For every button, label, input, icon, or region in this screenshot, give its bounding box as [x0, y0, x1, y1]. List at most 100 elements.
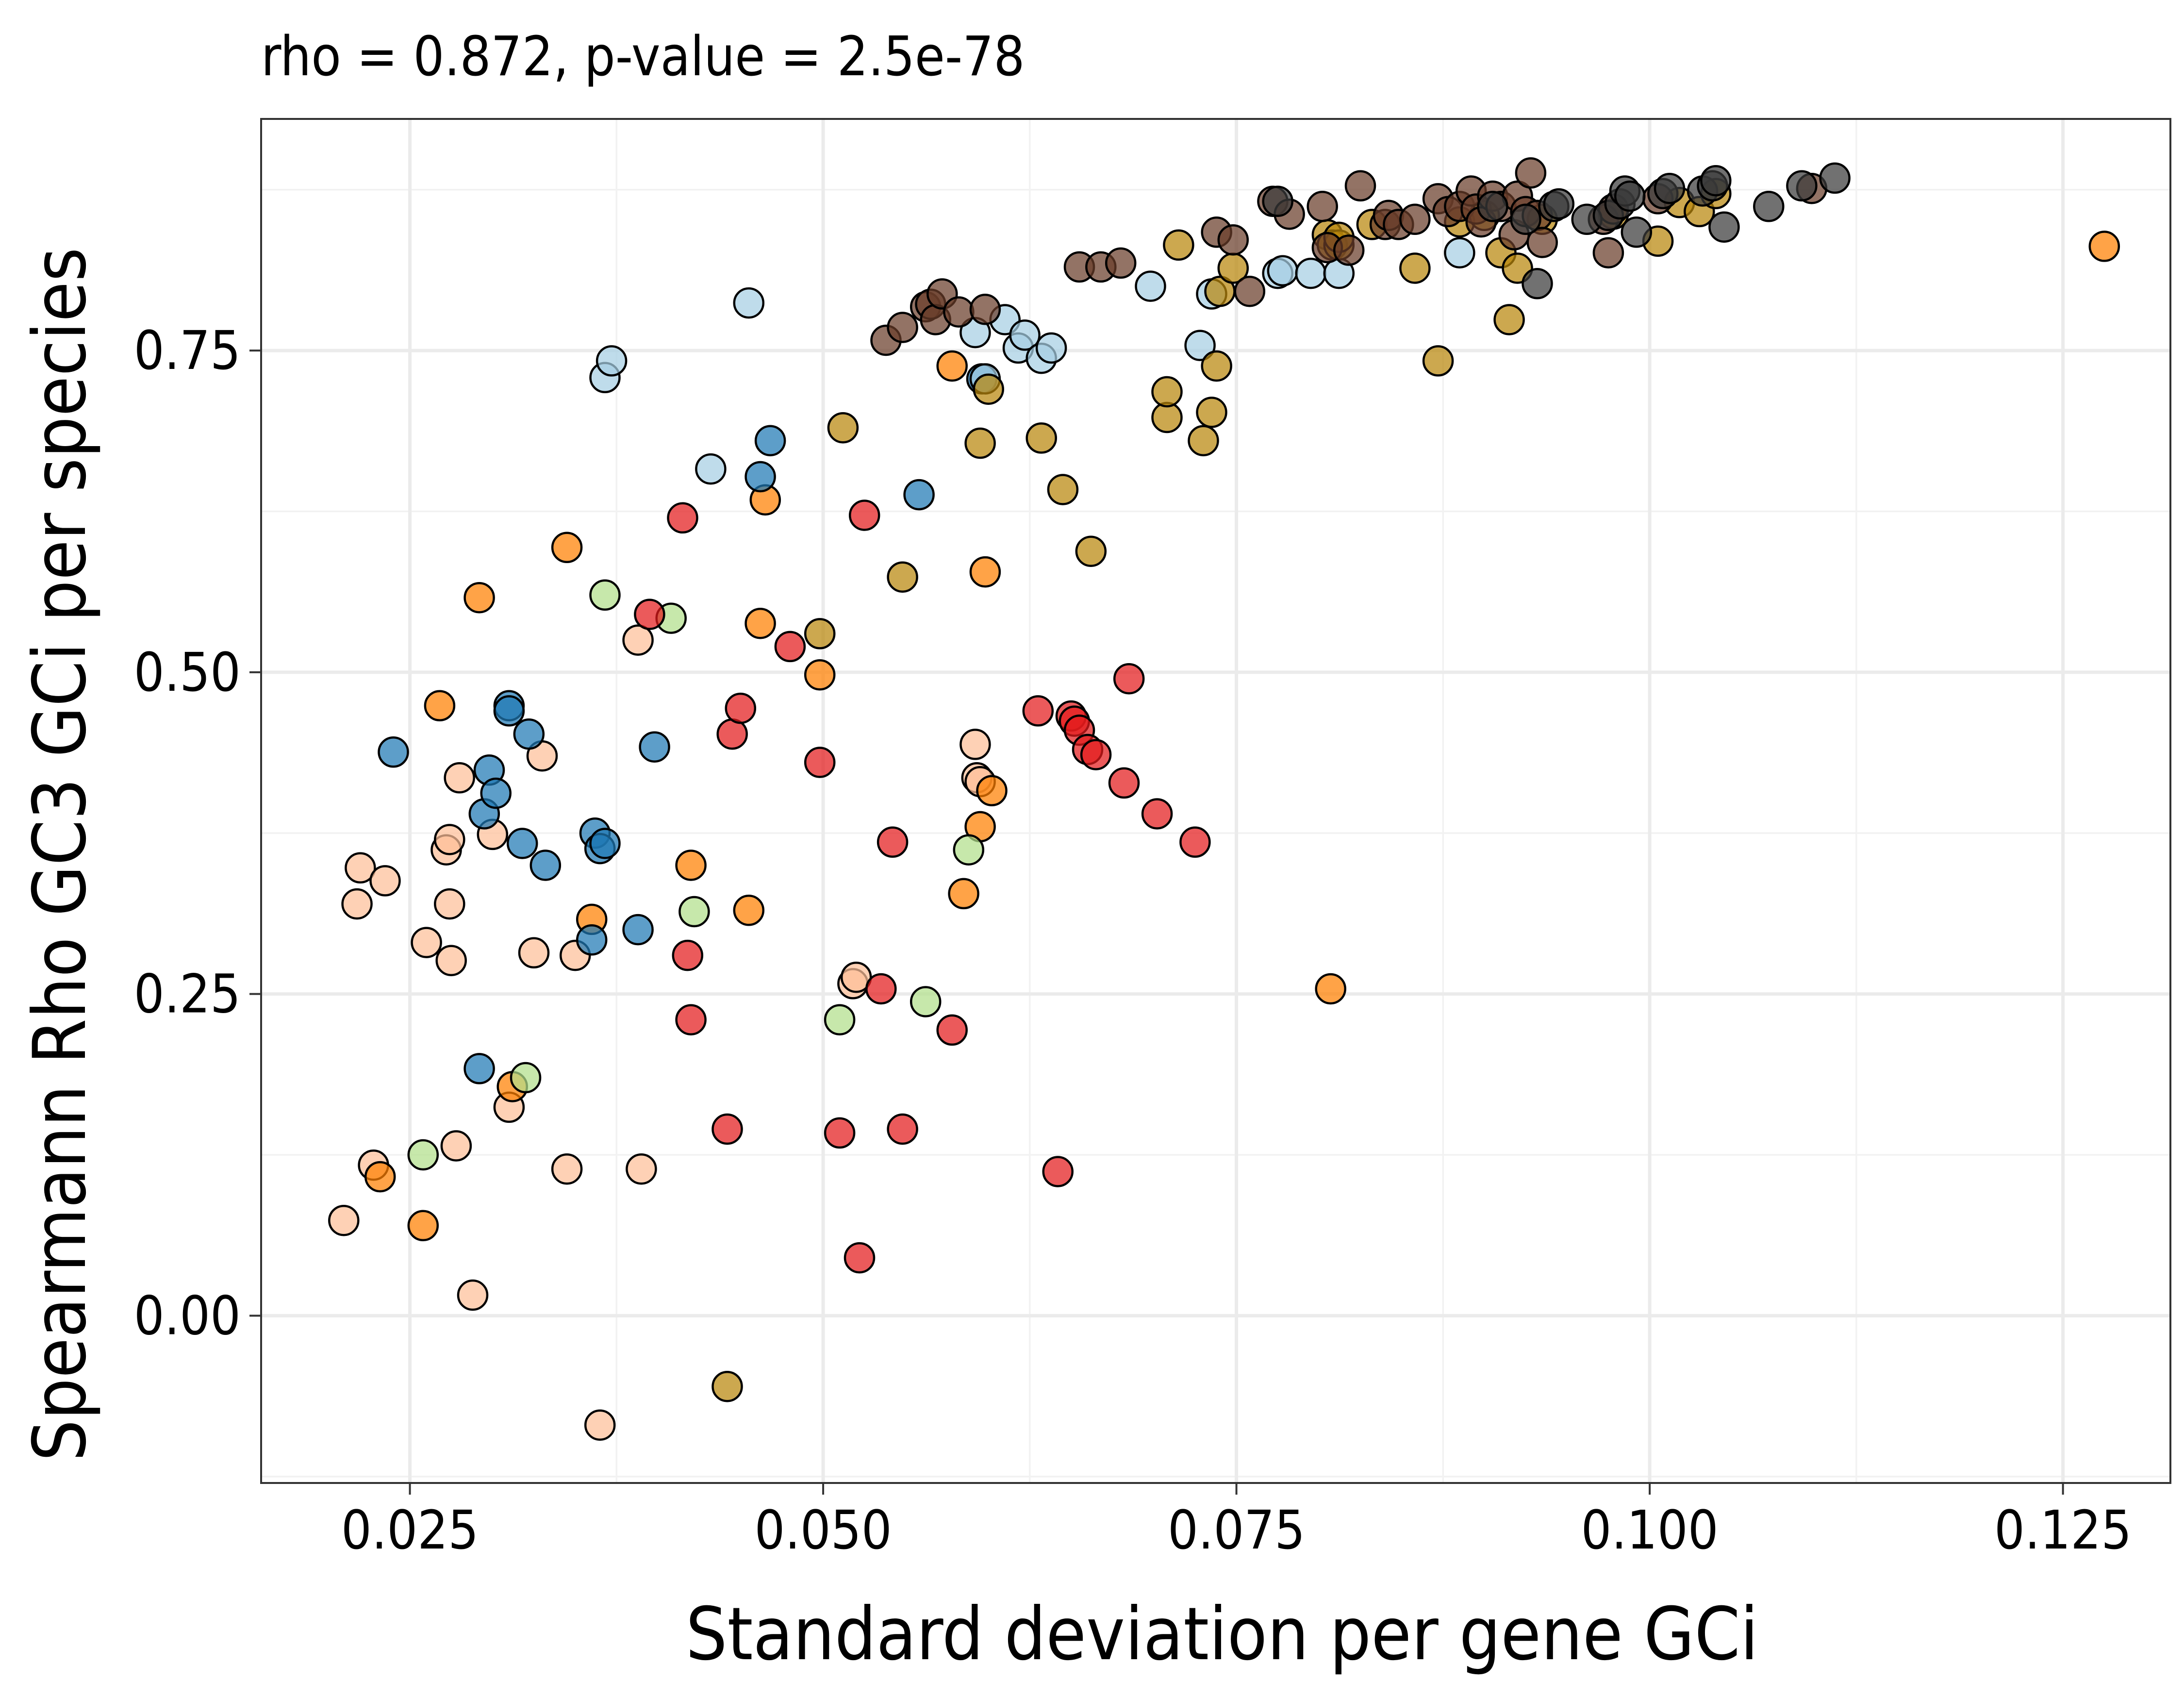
scatter-point	[434, 888, 465, 920]
scatter-point	[1201, 350, 1232, 382]
scatter-point	[513, 718, 545, 750]
scatter-point	[529, 850, 562, 881]
x-tick-label: 0.025	[341, 1499, 479, 1561]
major-gridlines	[261, 119, 2170, 1483]
scatter-point	[976, 775, 1008, 807]
scatter-point	[424, 690, 456, 722]
scatter-point	[804, 747, 836, 778]
scatter-point	[745, 461, 776, 493]
y-tick-label: 0.50	[134, 641, 241, 703]
scatter-point	[1080, 739, 1112, 770]
scatter-point	[675, 1004, 707, 1035]
scatter-point	[804, 659, 836, 691]
scatter-point	[463, 1053, 495, 1084]
scatter-point	[953, 834, 985, 866]
scatter-point	[804, 618, 836, 650]
point-group	[328, 624, 996, 1441]
scatter-point	[1477, 191, 1508, 222]
scatter-point	[1009, 319, 1041, 351]
scatter-point	[969, 556, 1001, 588]
scatter-point	[711, 1113, 743, 1145]
scatter-point	[1399, 203, 1431, 235]
scatter-point	[827, 412, 859, 444]
scatter-point	[824, 1004, 856, 1035]
scatter-point	[589, 828, 621, 859]
scatter-point	[444, 762, 475, 794]
scatter-point	[754, 425, 786, 456]
scatter-point	[364, 1161, 396, 1193]
plot-panel-border	[260, 118, 2171, 1484]
scatter-point	[434, 824, 465, 855]
scatter-point	[518, 937, 550, 969]
scatter-point	[1621, 217, 1653, 248]
scatter-point	[435, 945, 467, 976]
scatter-point	[774, 631, 806, 663]
x-axis-ticks: 0.025 0.050 0.075 0.100 0.125	[341, 1483, 2132, 1561]
scatter-point	[1753, 191, 1785, 222]
scatter-point	[1047, 474, 1079, 505]
scatter-point	[973, 373, 1004, 405]
scatter-point	[936, 350, 968, 382]
scatter-point	[672, 939, 704, 971]
scatter-point	[341, 888, 373, 920]
scatter-point	[457, 1279, 489, 1311]
scatter-point	[1262, 185, 1293, 217]
scatter-point	[943, 296, 975, 328]
x-axis-title: Standard deviation per gene GCi	[686, 1592, 1758, 1677]
scatter-point	[1399, 252, 1431, 284]
scatter-point	[463, 582, 495, 614]
point-group	[589, 237, 1475, 485]
data-points	[328, 157, 2120, 1441]
scatter-point	[1444, 237, 1475, 268]
scatter-point	[1654, 172, 1686, 204]
point-group	[364, 231, 2120, 1242]
scatter-point	[1188, 425, 1219, 456]
scatter-point	[1315, 973, 1346, 1005]
scatter-point	[622, 914, 654, 946]
scatter-point	[877, 826, 909, 858]
scatter-point	[1819, 162, 1851, 194]
scatter-point	[1105, 247, 1137, 279]
scatter-point	[1151, 376, 1183, 408]
scatter-point	[948, 878, 979, 910]
scatter-point	[639, 731, 670, 763]
scatter-point	[960, 729, 991, 760]
scatter-point	[1075, 535, 1107, 567]
scatter-point	[1333, 234, 1365, 266]
scatter-point	[903, 479, 935, 511]
scatter-point	[1295, 257, 1327, 289]
scatter-point	[1135, 270, 1166, 302]
scatter-point	[678, 896, 710, 928]
y-axis-ticks: 0.00 0.25 0.50 0.75	[134, 319, 261, 1347]
scatter-point	[480, 777, 512, 809]
scatter-point	[626, 1153, 657, 1185]
scatter-point	[1184, 330, 1216, 361]
scatter-point	[1344, 170, 1376, 202]
scatter-point	[1035, 332, 1067, 364]
scatter-point	[910, 986, 942, 1017]
scatter-point	[1510, 203, 1541, 235]
scatter-point	[1493, 304, 1525, 335]
scatter-point	[1163, 229, 1194, 261]
scatter-point	[667, 502, 698, 534]
scatter-point	[440, 1130, 472, 1162]
scatter-point	[1515, 157, 1547, 189]
scatter-point	[695, 453, 727, 485]
scatter-point	[407, 1210, 439, 1242]
scatter-point	[551, 532, 583, 564]
y-tick-label: 0.75	[134, 319, 241, 382]
scatter-point	[824, 1117, 856, 1149]
scatter-point	[1026, 422, 1057, 454]
scatter-point	[1700, 165, 1732, 197]
scatter-point	[1141, 798, 1173, 830]
scatter-point	[589, 579, 621, 611]
scatter-point	[725, 692, 757, 724]
x-tick-label: 0.050	[754, 1499, 892, 1561]
scatter-point	[887, 561, 918, 593]
scatter-point	[1543, 188, 1575, 220]
scatter-point	[411, 927, 442, 958]
scatter-point	[1108, 767, 1140, 799]
scatter-point	[584, 1409, 616, 1441]
scatter-point	[711, 1370, 743, 1402]
